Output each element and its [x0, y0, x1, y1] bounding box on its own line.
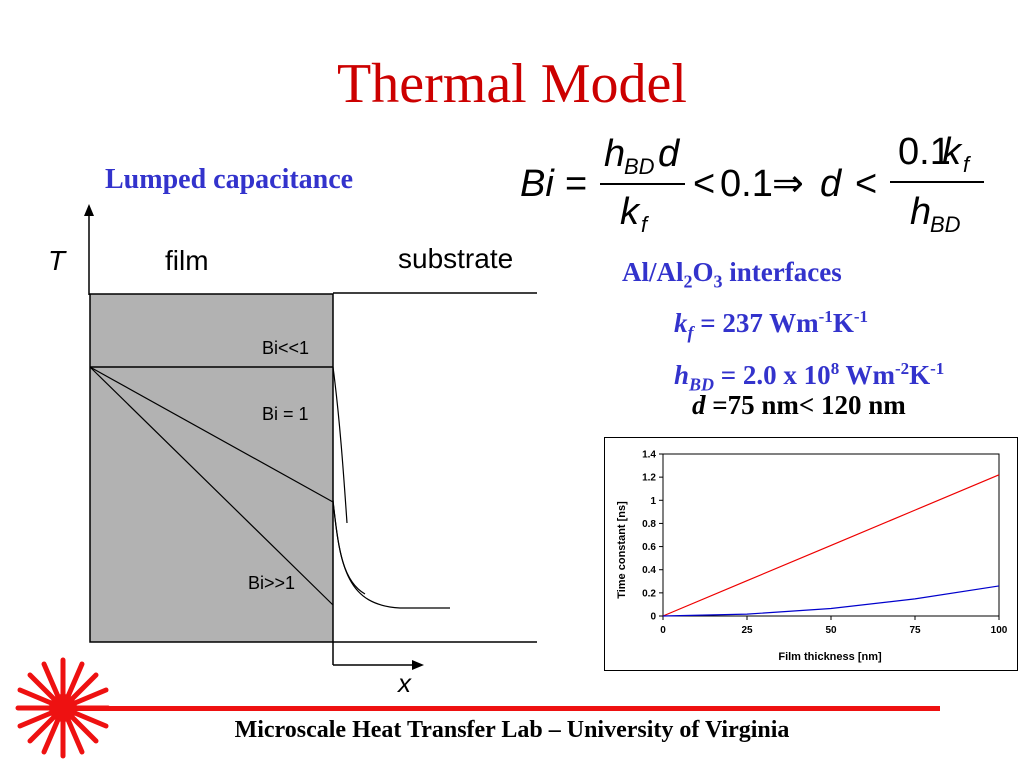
thickness-condition: d =75 nm< 120 nm: [692, 390, 906, 421]
chart-axes: 0 0.2 0.4 0.6 0.8 1 1.2 1.4 0 25 50 75 100: [642, 450, 1008, 637]
x-axis-label: x: [396, 668, 412, 698]
slide-title: Thermal Model: [337, 53, 687, 115]
eq-bi: Bi: [520, 163, 555, 205]
d-condition-text: =75 nm< 120 nm: [705, 390, 906, 420]
temperature-profile-diagram: T film substrate x Bi<<1 Bi = 1 Bi>>1: [48, 204, 537, 698]
eq-num2-k: k: [942, 131, 963, 173]
substrate-drop-1: [332, 366, 348, 524]
chart-x-tick-label: 50: [825, 625, 837, 636]
chart-y-tick-label: 0.4: [642, 565, 656, 576]
kf-symbol: k: [674, 308, 688, 339]
chart-x-tick-label: 0: [660, 625, 666, 636]
kf-subscript: f: [687, 322, 694, 343]
film-region: [89, 293, 334, 643]
hbd-unit: Wm: [839, 359, 895, 390]
profile-bi-one: [89, 366, 334, 503]
chart-y-tick-label: 1.2: [642, 473, 656, 484]
x-axis-arrow-icon: [412, 660, 424, 670]
kf-exp-2: -1: [853, 307, 868, 327]
material-properties: Al/Al2O3 interfaces kf = 237 Wm-1K-1 hBD…: [622, 255, 944, 402]
interface-sub-1: 2: [683, 271, 693, 292]
footer-text: Microscale Heat Transfer Lab – Universit…: [234, 717, 790, 743]
eq-den2-h: h: [910, 191, 931, 233]
substrate-drop-3: [332, 499, 450, 609]
t-axis-arrow-icon: [84, 204, 94, 216]
chart-svg: 0 0.2 0.4 0.6 0.8 1 1.2 1.4 0 25 50 75 100 Film thic…: [616, 450, 1008, 664]
hbd-power: 8: [830, 358, 840, 378]
film-label: film: [165, 245, 209, 276]
eq-d-num: d: [658, 133, 681, 175]
kf-exp-1: -1: [818, 307, 833, 327]
substrate-label: substrate: [398, 243, 513, 274]
hbd-unit-2: K: [909, 359, 931, 390]
chart-y-tick-label: 0.2: [642, 588, 656, 599]
kf-line: kf = 237 Wm-1K-1: [622, 299, 944, 350]
profile-bi-large: [89, 366, 334, 606]
eq-k-sub: f: [641, 212, 650, 237]
chart-y-tick-label: 1: [650, 496, 656, 507]
eq-num2-val: 0.1: [898, 131, 951, 173]
eq-lt1: <: [693, 163, 715, 205]
chart-y-tick-label: 0.8: [642, 519, 656, 530]
hbd-value: = 2.0 x 10: [714, 359, 831, 390]
chart-series: [662, 474, 1000, 617]
hbd-exp-1: -2: [894, 358, 910, 378]
lab-logo-sun-icon: [15, 657, 111, 759]
eq-equals: =: [565, 163, 587, 205]
label-bi-one: Bi = 1: [262, 404, 309, 424]
eq-h-sub: BD: [624, 154, 655, 179]
eq-k: k: [620, 191, 641, 233]
time-constant-chart: 0 0.2 0.4 0.6 0.8 1 1.2 1.4 0 25 50 75 100 Film thic…: [604, 437, 1018, 671]
substrate-drop-2: [332, 501, 366, 595]
interface-text-2: O: [692, 257, 714, 287]
chart-x-tick-label: 25: [741, 625, 753, 636]
chart-x-label: Film thickness [nm]: [778, 651, 882, 663]
label-bi-large: Bi>>1: [248, 573, 295, 593]
eq-implies: ⇒: [772, 163, 804, 205]
kf-unit-2: K: [832, 308, 854, 339]
interface-sub-2: 3: [713, 271, 723, 292]
eq-lt2: <: [855, 163, 877, 205]
eq-num2-k-sub: f: [963, 152, 972, 177]
eq-h: h: [604, 133, 625, 175]
hbd-subscript: BD: [689, 374, 715, 395]
chart-y-tick-label: 1.4: [642, 450, 656, 461]
label-bi-small: Bi<<1: [262, 338, 309, 358]
t-axis-label: T: [48, 245, 67, 276]
eq-den2-h-sub: BD: [930, 212, 961, 237]
hbd-line: hBD = 2.0 x 108 Wm-2K-1: [622, 351, 944, 402]
chart-y-tick-label: 0.6: [642, 542, 656, 553]
kf-value: = 237 Wm: [693, 308, 819, 339]
chart-y-tick-label: 0: [650, 612, 656, 623]
chart-plot-area: [662, 453, 1000, 617]
lumped-capacitance-heading: Lumped capacitance: [105, 164, 354, 195]
biot-equation: Bi = h BD d k f < 0.1 ⇒ d < 0.1 k f h BD: [520, 131, 984, 237]
chart-series-line-2: [662, 585, 1000, 617]
chart-x-tick-label: 75: [909, 625, 921, 636]
footer-bar: [60, 706, 940, 711]
d-symbol: d: [692, 390, 706, 420]
chart-y-label: Time constant [ns]: [616, 501, 628, 599]
hbd-exp-2: -1: [930, 358, 945, 378]
interface-text-3: interfaces: [722, 257, 842, 287]
eq-d: d: [820, 163, 843, 205]
interface-text-1: Al/Al: [622, 257, 684, 287]
hbd-symbol: h: [674, 359, 690, 390]
eq-val: 0.1: [720, 163, 773, 205]
chart-x-tick-label: 100: [991, 625, 1008, 636]
interface-line: Al/Al2O3 interfaces: [622, 255, 944, 299]
chart-series-line-1: [662, 474, 1000, 617]
